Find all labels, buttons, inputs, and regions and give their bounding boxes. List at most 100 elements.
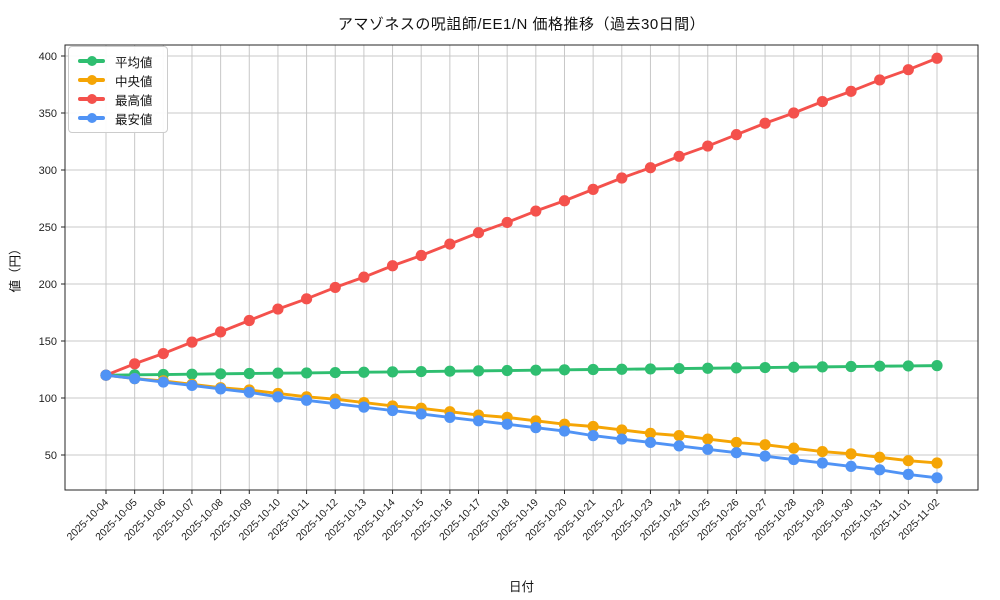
data-point: [243, 386, 255, 398]
data-point: [300, 293, 313, 305]
data-point: [215, 383, 227, 395]
data-point: [759, 439, 771, 451]
data-point: [501, 216, 513, 229]
y-tick-label: 400: [39, 51, 57, 63]
data-point: [788, 442, 800, 454]
data-point: [845, 460, 857, 472]
y-tick-label: 300: [39, 165, 57, 177]
data-point: [329, 366, 341, 379]
data-point: [730, 362, 743, 374]
data-point: [358, 366, 370, 378]
legend-marker-icon: [78, 56, 105, 66]
data-point: [100, 369, 112, 381]
data-point: [931, 52, 943, 64]
data-point: [358, 271, 370, 283]
data-point: [874, 74, 886, 86]
data-point: [673, 430, 685, 442]
series-line-中央値: [104, 373, 939, 465]
data-point: [673, 150, 685, 162]
data-point: [816, 361, 828, 373]
data-point: [558, 425, 571, 437]
data-point: [129, 373, 141, 385]
data-point: [759, 450, 771, 462]
data-point: [931, 472, 943, 484]
data-point: [215, 368, 227, 380]
chart-title: アマゾネスの呪詛師/EE1/N 価格推移（過去30日間）: [337, 16, 706, 33]
data-point: [644, 363, 657, 375]
data-point: [243, 367, 255, 380]
x-axis-label: 日付: [508, 580, 534, 594]
data-point: [874, 464, 886, 476]
series-line-平均値: [104, 364, 939, 377]
data-point: [816, 445, 828, 458]
data-point: [587, 183, 599, 195]
data-point: [759, 117, 771, 129]
data-point: [702, 362, 714, 374]
data-point: [702, 443, 714, 455]
data-point: [329, 398, 341, 410]
data-point: [272, 391, 284, 403]
y-tick-label: 50: [45, 450, 57, 462]
data-point: [902, 64, 914, 76]
data-point: [616, 363, 628, 375]
data-point: [673, 362, 685, 375]
data-point: [587, 420, 599, 433]
data-point: [902, 360, 914, 372]
data-point: [329, 281, 341, 294]
data-point: [415, 249, 427, 262]
data-point: [902, 468, 914, 480]
data-point: [702, 433, 714, 445]
data-point: [845, 85, 857, 97]
data-point: [902, 455, 914, 467]
data-point: [358, 401, 370, 413]
y-axis-label: 値（円）: [8, 242, 23, 293]
data-point: [530, 205, 542, 217]
data-point: [759, 361, 771, 374]
data-point: [300, 367, 313, 379]
data-point: [501, 364, 513, 377]
data-point: [472, 415, 485, 427]
data-point: [558, 364, 571, 376]
data-point: [730, 447, 743, 459]
legend-label: 中央値: [115, 74, 153, 89]
legend-marker-icon: [78, 94, 105, 104]
data-point: [673, 440, 685, 452]
data-point: [845, 360, 857, 373]
data-point: [530, 364, 542, 376]
data-point: [129, 358, 141, 370]
data-point: [530, 422, 542, 434]
legend-marker-icon: [78, 113, 105, 123]
data-point: [444, 411, 456, 423]
data-point: [931, 360, 943, 372]
data-point: [644, 436, 657, 449]
y-tick-label: 150: [39, 336, 57, 348]
data-point: [788, 107, 800, 119]
data-point: [644, 162, 657, 174]
data-point: [186, 379, 198, 392]
data-point: [272, 367, 284, 379]
legend-marker-icon: [78, 75, 105, 85]
data-point: [587, 430, 599, 442]
data-point: [472, 365, 485, 377]
data-point: [816, 96, 828, 108]
data-point: [157, 347, 169, 360]
data-point: [558, 195, 571, 207]
y-tick-label: 100: [39, 393, 57, 405]
data-point: [186, 368, 198, 380]
data-point: [730, 129, 743, 141]
y-tick-label: 200: [39, 279, 57, 291]
data-point: [472, 227, 485, 239]
legend-item: 最高値: [78, 92, 153, 108]
data-point: [386, 366, 399, 378]
series-line-最安値: [104, 373, 939, 480]
data-point: [587, 363, 599, 376]
legend-item: 中央値: [78, 73, 153, 89]
series-line-最高値: [104, 56, 939, 377]
data-point: [272, 303, 284, 315]
data-point: [386, 404, 399, 417]
legend-item: 平均値: [78, 54, 153, 70]
data-point: [788, 453, 800, 466]
legend-label: 最高値: [115, 93, 153, 108]
